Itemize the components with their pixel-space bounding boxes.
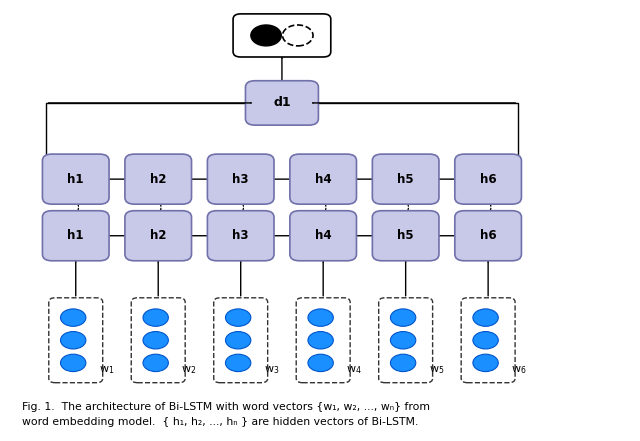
FancyBboxPatch shape	[455, 211, 522, 261]
FancyBboxPatch shape	[49, 298, 102, 383]
FancyBboxPatch shape	[42, 211, 109, 261]
Circle shape	[308, 309, 333, 326]
Text: w$_5$: w$_5$	[429, 364, 444, 376]
Circle shape	[61, 332, 86, 349]
FancyBboxPatch shape	[290, 154, 356, 204]
FancyBboxPatch shape	[42, 154, 109, 204]
Circle shape	[225, 354, 251, 372]
FancyBboxPatch shape	[125, 211, 191, 261]
Text: h2: h2	[150, 172, 166, 186]
Text: h6: h6	[480, 229, 497, 242]
Text: d1: d1	[273, 97, 291, 109]
FancyBboxPatch shape	[372, 154, 439, 204]
Text: w$_4$: w$_4$	[346, 364, 362, 376]
Text: h6: h6	[480, 172, 497, 186]
Circle shape	[143, 309, 168, 326]
FancyBboxPatch shape	[207, 211, 274, 261]
Text: w$_3$: w$_3$	[264, 364, 279, 376]
Text: h4: h4	[315, 229, 332, 242]
Text: Fig. 1.  The architecture of Bi-LSTM with word vectors {w₁, w₂, ..., wₙ} from
wo: Fig. 1. The architecture of Bi-LSTM with…	[22, 402, 430, 427]
Circle shape	[473, 354, 499, 372]
Circle shape	[390, 332, 416, 349]
Circle shape	[225, 332, 251, 349]
Text: h3: h3	[232, 172, 249, 186]
Text: h3: h3	[232, 229, 249, 242]
Text: h4: h4	[315, 172, 332, 186]
FancyBboxPatch shape	[207, 154, 274, 204]
Circle shape	[143, 354, 168, 372]
FancyBboxPatch shape	[372, 211, 439, 261]
Text: h1: h1	[67, 172, 84, 186]
Text: w$_6$: w$_6$	[511, 364, 527, 376]
FancyBboxPatch shape	[131, 298, 185, 383]
Circle shape	[390, 309, 416, 326]
Circle shape	[308, 332, 333, 349]
Text: h2: h2	[150, 229, 166, 242]
Text: h5: h5	[397, 172, 414, 186]
Circle shape	[283, 25, 313, 46]
FancyBboxPatch shape	[125, 154, 191, 204]
Text: w$_1$: w$_1$	[99, 364, 115, 376]
Circle shape	[225, 309, 251, 326]
Text: h1: h1	[67, 229, 84, 242]
Circle shape	[308, 354, 333, 372]
FancyBboxPatch shape	[455, 154, 522, 204]
FancyBboxPatch shape	[296, 298, 350, 383]
FancyBboxPatch shape	[379, 298, 433, 383]
Circle shape	[473, 332, 499, 349]
FancyBboxPatch shape	[233, 14, 331, 57]
FancyBboxPatch shape	[461, 298, 515, 383]
Text: w$_2$: w$_2$	[181, 364, 196, 376]
FancyBboxPatch shape	[214, 298, 268, 383]
Circle shape	[143, 332, 168, 349]
Circle shape	[251, 25, 282, 46]
Text: h5: h5	[397, 229, 414, 242]
FancyBboxPatch shape	[246, 81, 319, 125]
Circle shape	[61, 309, 86, 326]
FancyBboxPatch shape	[290, 211, 356, 261]
Circle shape	[473, 309, 499, 326]
Circle shape	[390, 354, 416, 372]
Circle shape	[61, 354, 86, 372]
